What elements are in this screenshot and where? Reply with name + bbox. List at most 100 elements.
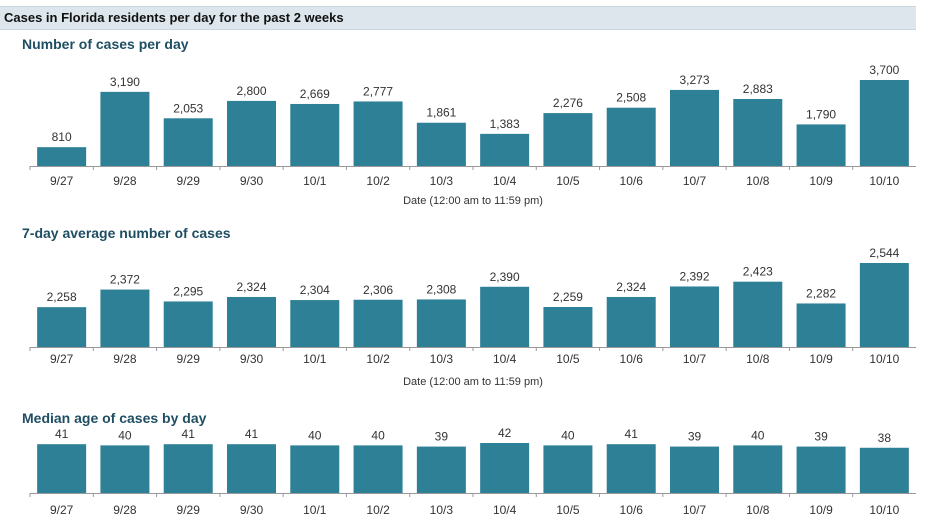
tick-label-avg: 10/4: [493, 352, 517, 366]
tick-label-avg: 10/9: [809, 352, 833, 366]
data-label-age: 40: [308, 428, 322, 442]
data-label-cases: 2,276: [553, 96, 583, 110]
tick-label-cases: 10/10: [869, 174, 899, 188]
bar-age-9-27: [37, 444, 87, 493]
tick-label-cases: 10/5: [556, 174, 580, 188]
data-label-cases: 2,669: [300, 87, 330, 101]
tick-label-cases: 9/27: [50, 174, 74, 188]
data-label-age: 41: [182, 427, 196, 441]
data-label-age: 39: [814, 430, 828, 444]
bar-age-10-4: [480, 443, 530, 493]
data-label-avg: 2,324: [236, 280, 266, 294]
bar-age-10-1: [290, 445, 340, 493]
data-label-cases: 3,190: [110, 75, 140, 89]
bar-age-10-8: [733, 445, 783, 493]
bar-age-10-5: [543, 445, 593, 493]
data-label-age: 39: [435, 430, 449, 444]
bar-cases-10-8: [733, 98, 783, 166]
data-label-avg: 2,306: [363, 283, 393, 297]
bar-avg-10-8: [733, 281, 783, 347]
data-label-age: 40: [561, 428, 575, 442]
data-label-cases: 2,777: [363, 84, 393, 98]
bar-avg-9-27: [37, 307, 87, 347]
data-label-age: 40: [118, 428, 132, 442]
x-axis-label-avg: Date (12:00 am to 11:59 pm): [403, 376, 543, 388]
data-label-avg: 2,392: [679, 269, 709, 283]
tick-label-cases: 10/6: [620, 174, 644, 188]
bar-age-9-29: [163, 444, 213, 493]
tick-label-age: 10/8: [746, 503, 770, 517]
bar-cases-10-4: [480, 133, 530, 166]
bar-age-10-10: [859, 447, 909, 493]
data-label-age: 41: [245, 427, 259, 441]
bar-avg-9-30: [227, 296, 276, 347]
data-label-avg: 2,324: [616, 280, 646, 294]
bar-avg-10-2: [353, 299, 403, 347]
data-label-cases: 2,800: [236, 84, 266, 98]
tick-label-age: 10/4: [493, 503, 517, 517]
tick-label-cases: 10/2: [366, 174, 390, 188]
tick-label-cases: 10/7: [683, 174, 707, 188]
chart-title-median-age: Median age of cases by day: [22, 410, 207, 426]
data-label-avg: 2,259: [553, 290, 583, 304]
tick-label-age: 10/10: [869, 503, 899, 517]
page-title: Cases in Florida residents per day for t…: [4, 10, 344, 25]
tick-label-age: 10/3: [430, 503, 454, 517]
chart-title-7-day-average: 7-day average number of cases: [22, 225, 231, 241]
tick-label-age: 10/7: [683, 503, 707, 517]
tick-label-cases: 10/3: [430, 174, 454, 188]
tick-label-cases: 10/4: [493, 174, 517, 188]
bar-age-10-2: [353, 445, 403, 493]
data-label-avg: 2,258: [47, 290, 77, 304]
tick-label-cases: 10/9: [809, 174, 833, 188]
bar-cases-9-28: [100, 91, 150, 166]
bar-cases-10-10: [859, 80, 909, 166]
tick-label-avg: 9/29: [177, 352, 201, 366]
data-label-cases: 2,883: [743, 82, 773, 96]
tick-label-avg: 10/7: [683, 352, 707, 366]
tick-label-age: 10/6: [620, 503, 644, 517]
data-label-avg: 2,295: [173, 284, 203, 298]
bar-avg-10-6: [606, 296, 656, 347]
tick-label-age: 10/2: [366, 503, 390, 517]
data-label-age: 39: [688, 430, 702, 444]
tick-label-avg: 10/3: [430, 352, 454, 366]
tick-label-avg: 9/28: [113, 352, 137, 366]
bar-age-10-3: [416, 446, 466, 493]
bar-cases-10-2: [353, 101, 403, 166]
bar-cases-10-3: [416, 122, 466, 166]
data-label-age: 40: [751, 428, 765, 442]
data-label-cases: 1,790: [806, 107, 836, 121]
data-label-age: 41: [625, 427, 639, 441]
data-label-cases: 3,273: [679, 73, 709, 87]
chart-title-cases-per-day: Number of cases per day: [22, 36, 189, 52]
bar-avg-10-5: [543, 307, 593, 347]
bar-cases-10-5: [543, 113, 593, 166]
tick-label-avg: 9/30: [240, 352, 264, 366]
bar-avg-10-10: [859, 263, 909, 347]
tick-label-cases: 9/28: [113, 174, 137, 188]
data-label-cases: 2,508: [616, 91, 646, 105]
data-label-age: 41: [55, 427, 69, 441]
tick-label-age: 9/27: [50, 503, 74, 517]
bar-avg-9-29: [163, 301, 213, 347]
bar-cases-9-30: [227, 100, 276, 166]
tick-label-age: 9/29: [177, 503, 201, 517]
tick-label-avg: 9/27: [50, 352, 74, 366]
bar-age-10-9: [796, 446, 846, 493]
bar-avg-10-1: [290, 300, 340, 347]
data-label-avg: 2,372: [110, 273, 140, 287]
tick-label-avg: 10/5: [556, 352, 580, 366]
tick-label-cases: 9/29: [177, 174, 201, 188]
bar-cases-10-6: [606, 107, 656, 166]
bar-cases-10-9: [796, 124, 846, 166]
tick-label-age: 10/9: [809, 503, 833, 517]
data-label-age: 40: [371, 428, 385, 442]
bar-cases-9-27: [37, 147, 87, 166]
data-label-cases: 1,383: [490, 117, 520, 131]
data-label-cases: 810: [52, 130, 72, 144]
bar-avg-10-9: [796, 303, 846, 347]
tick-label-avg: 10/6: [620, 352, 644, 366]
data-label-cases: 1,861: [426, 106, 456, 120]
